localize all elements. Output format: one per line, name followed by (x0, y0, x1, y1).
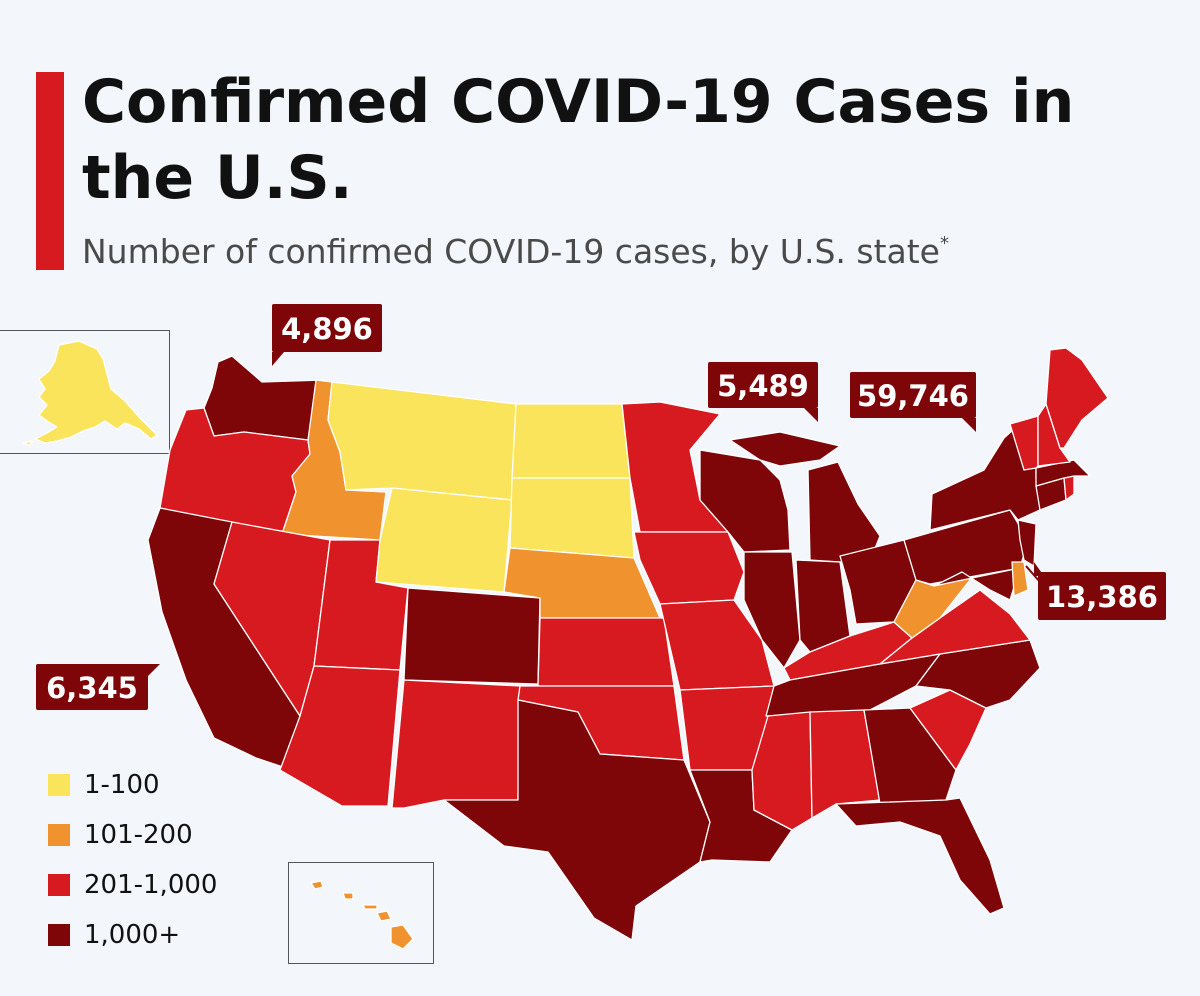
title-accent-bar (36, 72, 64, 270)
callout-michigan: 5,489 (708, 362, 818, 422)
legend-item-101-200: 101-200 (48, 810, 217, 860)
state-HI-kauai (310, 880, 324, 890)
legend-label: 1,000+ (84, 920, 181, 950)
legend-item-201-1000: 201-1,000 (48, 860, 217, 910)
callout-washington-value: 4,896 (281, 312, 373, 346)
state-IN (795, 559, 851, 653)
state-IA (633, 531, 745, 605)
state-WA (203, 355, 325, 441)
state-HI-oahu (342, 892, 354, 900)
state-FL (835, 797, 1005, 915)
state-AK (34, 340, 158, 444)
callout-new-york: 59,746 (850, 372, 976, 432)
state-SD (509, 477, 635, 559)
page-title: Confirmed COVID-19 Cases in the U.S. (82, 67, 1075, 213)
state-MI-upper (729, 431, 841, 467)
legend-swatch (48, 774, 70, 796)
legend-swatch (48, 924, 70, 946)
legend-item-1-100: 1-100 (48, 760, 217, 810)
legend-item-1000-plus: 1,000+ (48, 910, 217, 960)
state-GA (863, 707, 957, 805)
state-MA (1035, 459, 1091, 487)
legend-label: 1-100 (84, 770, 160, 800)
callout-michigan-value: 5,489 (717, 369, 809, 403)
callout-california-value: 6,345 (46, 671, 138, 705)
state-shapes (147, 347, 1109, 941)
state-ME (1045, 347, 1109, 449)
state-NM (391, 679, 521, 809)
hawaii-inset (288, 862, 434, 964)
callout-new-jersey: 13,386 (1025, 562, 1166, 620)
callout-new-york-value: 59,746 (857, 379, 969, 413)
alaska-inset (0, 330, 170, 454)
hawaii-map (310, 880, 414, 950)
state-AL (809, 709, 881, 819)
legend-swatch (48, 824, 70, 846)
state-VT (1009, 415, 1039, 471)
state-WY (375, 487, 513, 593)
state-HI-big-island (390, 924, 414, 950)
page-subtitle: Number of confirmed COVID-19 cases, by U… (82, 232, 949, 271)
subtitle-text: Number of confirmed COVID-19 cases, by U… (82, 232, 940, 271)
state-CO (403, 587, 541, 685)
state-AK-islands (22, 440, 34, 446)
callout-california: 6,345 (36, 664, 160, 710)
state-HI-molokai (362, 904, 378, 910)
state-MT (327, 381, 517, 501)
subtitle-footnote-mark: * (939, 233, 949, 254)
legend-label: 101-200 (84, 820, 193, 850)
state-MO (659, 599, 775, 691)
state-HI-maui (376, 910, 392, 922)
legend: 1-100 101-200 201-1,000 1,000+ (48, 760, 217, 960)
state-TX (443, 699, 711, 941)
state-ND (511, 403, 631, 479)
state-SC (909, 689, 987, 771)
callout-washington: 4,896 (272, 304, 382, 366)
state-KS (537, 617, 675, 687)
state-NJ (1017, 519, 1037, 567)
legend-swatch (48, 874, 70, 896)
state-MD (933, 567, 1021, 601)
state-DE (1011, 561, 1029, 597)
state-NH (1037, 403, 1071, 467)
legend-label: 201-1,000 (84, 870, 218, 900)
state-AZ (279, 665, 401, 807)
callout-new-jersey-value: 13,386 (1046, 580, 1158, 614)
alaska-map (22, 340, 158, 446)
state-RI (1063, 475, 1075, 501)
state-WI (699, 449, 791, 553)
state-MI (807, 461, 881, 563)
